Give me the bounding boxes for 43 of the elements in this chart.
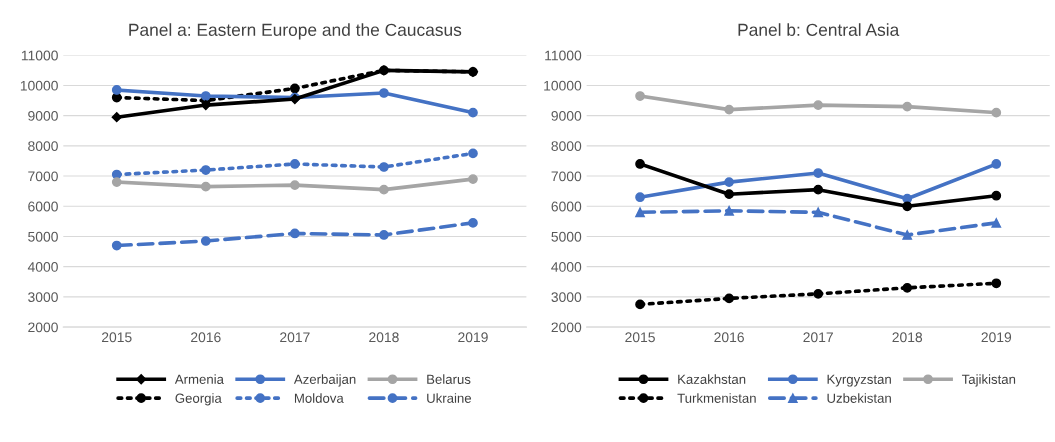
legend-label: Kazakhstan (678, 374, 746, 384)
legend-label: Georgia (175, 393, 222, 406)
legend-label: Uzbekistan (827, 393, 891, 403)
y-tick-label: 7000 (28, 171, 58, 182)
y-tick-label: 9000 (551, 110, 582, 121)
x-tick-label: 2016 (191, 332, 221, 343)
y-tick-label: 10000 (20, 80, 58, 91)
y-tick-label: 11000 (545, 50, 582, 61)
x-tick-label: 2015 (101, 332, 132, 343)
x-tick-label: 2015 (625, 332, 655, 343)
chart-title: Panel a: Eastern Europe and the Caucasus (129, 23, 462, 40)
y-tick-label: 11000 (21, 50, 58, 61)
legend-label: Tajikistan (961, 374, 1016, 387)
legend-label: Kyrgyzstan (827, 374, 891, 387)
y-tick-label: 3000 (551, 292, 582, 303)
y-tick-label: 7000 (551, 171, 582, 182)
y-tick-label: 8000 (551, 141, 582, 152)
legend-label: Azerbaijan (293, 374, 356, 387)
y-tick-label: 5000 (28, 231, 58, 242)
legend-label: Belarus (427, 374, 471, 384)
legend-label: Armenia (174, 374, 224, 384)
y-tick-label: 6000 (551, 201, 582, 212)
chart-title: Panel b: Central Asia (738, 23, 900, 36)
x-tick-label: 2017 (280, 332, 310, 343)
legend-label: Ukraine (427, 393, 472, 403)
x-tick-label: 2018 (892, 332, 923, 343)
y-tick-label: 6000 (28, 201, 58, 212)
x-tick-label: 2016 (714, 332, 744, 343)
x-tick-label: 2018 (369, 332, 399, 343)
y-tick-label: 2000 (551, 322, 582, 333)
x-tick-label: 2019 (458, 332, 488, 343)
y-tick-label: 10000 (544, 80, 582, 91)
legend-label: Moldova (294, 393, 344, 403)
y-tick-label: 8000 (28, 141, 58, 152)
x-tick-label: 2019 (981, 332, 1012, 343)
y-tick-label: 5000 (551, 231, 582, 242)
legend-label: Turkmenistan (677, 393, 756, 403)
y-tick-label: 4000 (27, 262, 58, 272)
y-tick-label: 2000 (28, 322, 58, 333)
x-tick-label: 2017 (803, 332, 833, 343)
y-tick-label: 9000 (28, 110, 58, 121)
y-tick-label: 3000 (28, 292, 58, 303)
y-tick-label: 4000 (551, 262, 582, 272)
